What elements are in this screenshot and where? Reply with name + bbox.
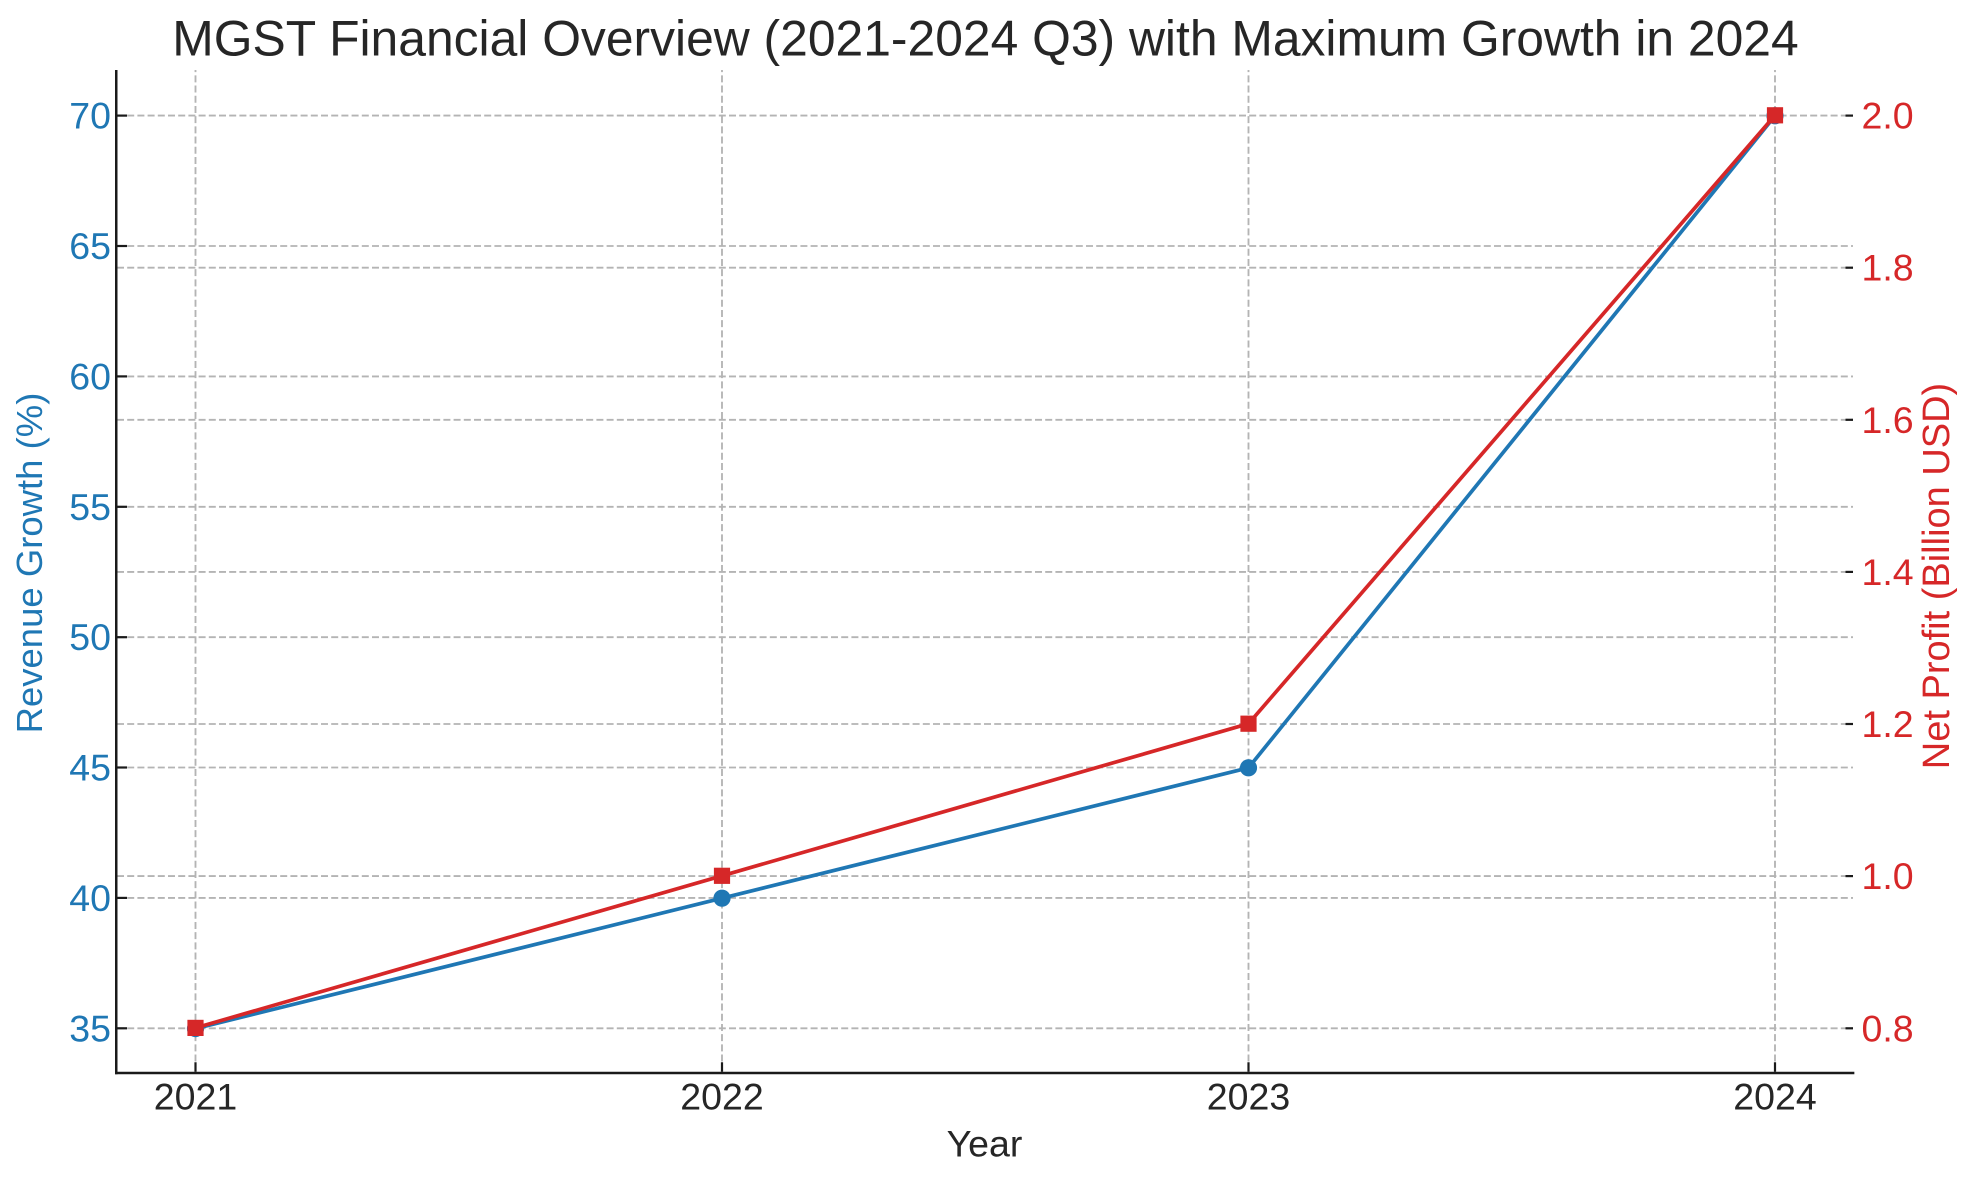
svg-text:1.6: 1.6 [1862,399,1914,441]
svg-text:45: 45 [69,747,111,789]
svg-text:50: 50 [69,616,111,658]
svg-text:70: 70 [69,95,111,137]
svg-text:1.4: 1.4 [1862,551,1914,593]
svg-text:60: 60 [69,355,111,397]
svg-text:1.0: 1.0 [1862,855,1914,897]
svg-text:65: 65 [69,225,111,267]
svg-text:40: 40 [69,877,111,919]
svg-text:2021: 2021 [154,1076,237,1118]
svg-text:Revenue Growth (%): Revenue Growth (%) [9,393,50,734]
svg-text:MGST Financial Overview (2021-: MGST Financial Overview (2021-2024 Q3) w… [172,11,1798,67]
svg-text:2023: 2023 [1207,1076,1290,1118]
svg-text:Net Profit (Billion USD): Net Profit (Billion USD) [1916,383,1958,769]
svg-text:55: 55 [69,486,111,528]
svg-text:2022: 2022 [680,1076,763,1118]
svg-text:1.2: 1.2 [1862,703,1914,745]
svg-text:2024: 2024 [1733,1076,1816,1118]
svg-text:2.0: 2.0 [1862,95,1914,137]
svg-text:Year: Year [947,1122,1023,1164]
svg-text:35: 35 [69,1007,111,1049]
svg-text:0.8: 0.8 [1862,1007,1914,1049]
svg-text:1.8: 1.8 [1862,247,1914,289]
